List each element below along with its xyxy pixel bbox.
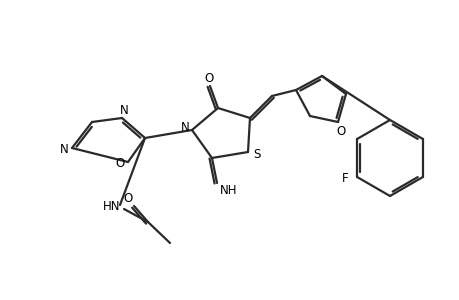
Text: S: S	[253, 148, 260, 160]
Text: O: O	[115, 157, 124, 169]
Text: N: N	[60, 142, 68, 155]
Text: N: N	[119, 103, 128, 116]
Text: O: O	[204, 71, 213, 85]
Text: O: O	[336, 124, 345, 137]
Text: O: O	[123, 193, 132, 206]
Text: NH: NH	[220, 184, 237, 197]
Text: N: N	[180, 121, 189, 134]
Text: F: F	[341, 172, 347, 185]
Text: HN: HN	[103, 200, 120, 212]
